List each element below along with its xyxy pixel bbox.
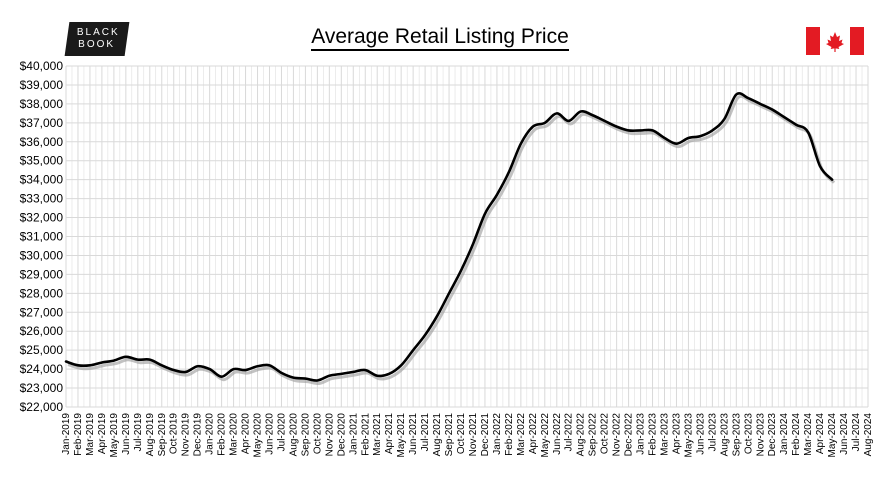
x-tick-label: Nov-2019 <box>181 413 192 457</box>
series-line-shadow <box>67 94 836 386</box>
y-tick-label: $25,000 <box>20 343 64 357</box>
y-tick-label: $32,000 <box>20 211 64 225</box>
x-tick-label: Nov-2021 <box>468 413 479 457</box>
x-tick-label: Nov-2023 <box>755 413 766 457</box>
x-tick-label: Jan-2022 <box>492 413 503 455</box>
x-tick-label: Aug-2021 <box>432 413 443 457</box>
x-tick-label: Jan-2019 <box>61 413 72 455</box>
x-tick-label: Feb-2021 <box>360 413 371 456</box>
x-axis: Jan-2019 Feb-2019 Mar-2019 Apr-2019 May-2019… <box>61 413 874 458</box>
x-tick-label: Sep-2023 <box>731 413 742 457</box>
x-tick-label: Dec-2021 <box>480 413 491 457</box>
x-tick-label: May-2020 <box>253 413 264 458</box>
x-tick-label: Jan-2020 <box>205 413 216 455</box>
x-tick-label: Dec-2022 <box>624 413 635 457</box>
x-tick-label: Sep-2020 <box>300 413 311 457</box>
x-tick-label: Sep-2021 <box>444 413 455 457</box>
x-tick-label: Jun-2019 <box>121 413 132 455</box>
x-tick-label: Feb-2024 <box>791 413 802 456</box>
x-tick-label: Jul-2020 <box>276 413 287 452</box>
x-tick-label: Jun-2024 <box>839 413 850 455</box>
chart-title: Average Retail Listing Price <box>0 25 880 51</box>
y-tick-label: $26,000 <box>20 324 64 338</box>
x-tick-label: Jan-2024 <box>779 413 790 455</box>
x-tick-label: Feb-2019 <box>73 413 84 456</box>
x-tick-label: Mar-2021 <box>372 413 383 456</box>
y-tick-label: $39,000 <box>20 78 64 92</box>
x-tick-label: Oct-2022 <box>600 413 611 455</box>
y-tick-label: $31,000 <box>20 230 64 244</box>
x-tick-label: Nov-2022 <box>612 413 623 457</box>
x-tick-label: Sep-2019 <box>157 413 168 457</box>
x-tick-label: Feb-2023 <box>648 413 659 456</box>
y-tick-label: $22,000 <box>20 400 64 414</box>
x-tick-label: Aug-2019 <box>145 413 156 457</box>
x-tick-label: Jun-2022 <box>552 413 563 455</box>
x-tick-label: Apr-2021 <box>384 413 395 455</box>
x-tick-label: May-2021 <box>396 413 407 458</box>
x-tick-label: Jul-2019 <box>133 413 144 452</box>
x-tick-label: Sep-2022 <box>588 413 599 457</box>
x-tick-label: Mar-2023 <box>660 413 671 456</box>
y-tick-label: $29,000 <box>20 267 64 281</box>
x-tick-label: Feb-2020 <box>217 413 228 456</box>
y-tick-label: $35,000 <box>20 154 64 168</box>
y-tick-label: $34,000 <box>20 173 64 187</box>
y-tick-label: $40,000 <box>20 59 64 73</box>
y-tick-label: $27,000 <box>20 305 64 319</box>
x-tick-label: Aug-2020 <box>288 413 299 457</box>
y-axis: $22,000 $23,000 $24,000 $25,000 $26,000 $27,0… <box>20 59 64 414</box>
x-tick-label: Jul-2022 <box>564 413 575 452</box>
x-tick-label: Apr-2022 <box>528 413 539 455</box>
x-tick-label: Jun-2020 <box>264 413 275 455</box>
x-tick-label: Mar-2024 <box>803 413 814 456</box>
x-tick-label: May-2019 <box>109 413 120 458</box>
x-tick-label: Oct-2020 <box>312 413 323 455</box>
y-tick-label: $33,000 <box>20 192 64 206</box>
x-tick-label: May-2024 <box>827 413 838 458</box>
x-tick-label: Aug-2022 <box>576 413 587 457</box>
x-tick-label: May-2022 <box>540 413 551 458</box>
x-tick-label: Dec-2020 <box>336 413 347 457</box>
x-tick-label: Nov-2020 <box>324 413 335 457</box>
x-tick-label: Apr-2020 <box>241 413 252 455</box>
x-tick-label: Mar-2020 <box>229 413 240 456</box>
canada-flag-icon <box>806 27 864 55</box>
x-tick-label: Feb-2022 <box>504 413 515 456</box>
x-tick-label: Jul-2024 <box>851 413 862 452</box>
x-tick-label: Apr-2024 <box>815 413 826 455</box>
x-tick-label: Dec-2023 <box>767 413 778 457</box>
grid <box>65 65 869 408</box>
y-tick-label: $36,000 <box>20 135 64 149</box>
x-tick-label: May-2023 <box>683 413 694 458</box>
x-tick-label: Apr-2019 <box>97 413 108 455</box>
x-tick-label: Jan-2023 <box>636 413 647 455</box>
x-tick-label: Mar-2022 <box>516 413 527 456</box>
series-line <box>64 92 834 382</box>
x-tick-label: Aug-2024 <box>863 413 874 457</box>
x-tick-label: Jan-2021 <box>348 413 359 455</box>
x-tick-label: Apr-2023 <box>671 413 682 455</box>
y-tick-label: $38,000 <box>20 97 64 111</box>
x-tick-label: Jul-2021 <box>420 413 431 452</box>
x-tick-label: Aug-2023 <box>719 413 730 457</box>
y-tick-label: $37,000 <box>20 116 64 130</box>
x-tick-label: Oct-2023 <box>743 413 754 455</box>
x-tick-label: Jul-2023 <box>707 413 718 452</box>
y-tick-label: $23,000 <box>20 381 64 395</box>
x-tick-label: Jun-2021 <box>408 413 419 455</box>
y-tick-label: $28,000 <box>20 286 64 300</box>
x-tick-label: Oct-2019 <box>169 413 180 455</box>
y-tick-label: $24,000 <box>20 362 64 376</box>
y-tick-label: $30,000 <box>20 248 64 262</box>
series-layer <box>64 92 836 386</box>
x-tick-label: Mar-2019 <box>85 413 96 456</box>
x-tick-label: Oct-2021 <box>456 413 467 455</box>
x-tick-label: Jun-2023 <box>695 413 706 455</box>
x-tick-label: Dec-2019 <box>193 413 204 457</box>
